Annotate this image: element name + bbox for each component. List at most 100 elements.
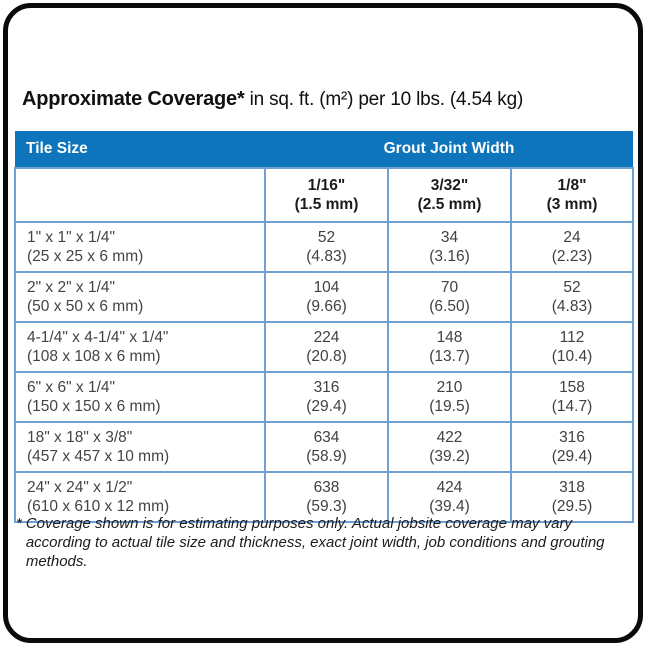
cell-coverage: 34 (3.16) — [387, 221, 512, 273]
page-title: Approximate Coverage* in sq. ft. (m²) pe… — [22, 88, 523, 111]
cell-coverage: 224 (20.8) — [264, 321, 389, 373]
cell-tile-size: 18" x 18" x 3/8" (457 x 457 x 10 mm) — [14, 421, 266, 473]
subheader-col-3-32: 3/32" (2.5 mm) — [387, 167, 512, 223]
subheader-col-1-8: 1/8" (3 mm) — [510, 167, 634, 223]
tile-size-imperial: 24" x 24" x 1/2" — [27, 479, 133, 496]
joint-width-metric: (3 mm) — [546, 196, 598, 213]
coverage-sqm: (4.83) — [306, 248, 347, 265]
tile-size-imperial: 2" x 2" x 1/4" — [27, 279, 116, 296]
coverage-sqm: (39.2) — [429, 448, 470, 465]
coverage-sqft: 638 — [313, 479, 340, 496]
joint-width-imperial: 3/32" — [430, 177, 469, 194]
cell-tile-size: 24" x 24" x 1/2" (610 x 610 x 12 mm) — [14, 471, 266, 523]
coverage-sqm: (59.3) — [306, 498, 347, 515]
subheader-col-1-16: 1/16" (1.5 mm) — [264, 167, 389, 223]
table-header-row: Tile Size Grout Joint Width — [15, 131, 633, 168]
coverage-sqft: 148 — [436, 329, 463, 346]
table-subheader-row: 1/16" (1.5 mm) 3/32" (2.5 mm) 1/8" (3 mm… — [14, 167, 634, 223]
coverage-sqft: 224 — [313, 329, 340, 346]
footnote-asterisk: * — [16, 515, 22, 532]
coverage-sqm: (29.4) — [306, 398, 347, 415]
coverage-sqft: 634 — [313, 429, 340, 446]
table-row: 18" x 18" x 3/8" (457 x 457 x 10 mm) 634… — [14, 421, 634, 473]
table-row: 1" x 1" x 1/4" (25 x 25 x 6 mm) 52 (4.83… — [14, 221, 634, 273]
coverage-sqm: (29.5) — [551, 498, 593, 515]
cell-coverage: 210 (19.5) — [387, 371, 512, 423]
coverage-sqft: 104 — [313, 279, 340, 296]
cell-coverage: 52 (4.83) — [264, 221, 389, 273]
footnote-text: Coverage shown is for estimating purpose… — [25, 515, 605, 570]
table-row: 2" x 2" x 1/4" (50 x 50 x 6 mm) 104 (9.6… — [14, 271, 634, 323]
coverage-sqm: (19.5) — [429, 398, 470, 415]
table-row: 24" x 24" x 1/2" (610 x 610 x 12 mm) 638… — [14, 471, 634, 523]
tile-size-imperial: 1" x 1" x 1/4" — [27, 229, 116, 246]
cell-coverage: 52 (4.83) — [510, 271, 634, 323]
cell-coverage: 148 (13.7) — [387, 321, 512, 373]
coverage-sqm: (10.4) — [551, 348, 593, 365]
coverage-sqm: (14.7) — [551, 398, 593, 415]
coverage-sqm: (6.50) — [429, 298, 470, 315]
tile-size-metric: (150 x 150 x 6 mm) — [27, 398, 161, 415]
coverage-sqm: (29.4) — [551, 448, 593, 465]
coverage-sqft: 422 — [436, 429, 463, 446]
cell-coverage: 316 (29.4) — [264, 371, 389, 423]
coverage-sqft: 34 — [440, 229, 459, 246]
cell-coverage: 24 (2.23) — [510, 221, 634, 273]
coverage-table: Tile Size Grout Joint Width 1/16" (1.5 m… — [14, 131, 634, 523]
joint-width-metric: (2.5 mm) — [417, 196, 482, 213]
coverage-sqm: (2.23) — [551, 248, 593, 265]
coverage-sqft: 316 — [559, 429, 585, 446]
cell-coverage: 638 (59.3) — [264, 471, 389, 523]
coverage-sqm: (39.4) — [429, 498, 470, 515]
coverage-sqft: 70 — [440, 279, 459, 296]
cell-coverage: 634 (58.9) — [264, 421, 389, 473]
cell-coverage: 318 (29.5) — [510, 471, 634, 523]
coverage-sqm: (20.8) — [306, 348, 347, 365]
joint-width-imperial: 1/8" — [557, 177, 587, 194]
cell-coverage: 422 (39.2) — [387, 421, 512, 473]
cell-coverage: 104 (9.66) — [264, 271, 389, 323]
coverage-sqm: (13.7) — [429, 348, 470, 365]
table-row: 6" x 6" x 1/4" (150 x 150 x 6 mm) 316 (2… — [14, 371, 634, 423]
coverage-sqft: 112 — [559, 329, 585, 346]
cell-tile-size: 2" x 2" x 1/4" (50 x 50 x 6 mm) — [14, 271, 266, 323]
coverage-sqft: 424 — [436, 479, 463, 496]
tile-size-imperial: 6" x 6" x 1/4" — [27, 379, 116, 396]
tile-size-metric: (25 x 25 x 6 mm) — [27, 248, 144, 265]
cell-tile-size: 1" x 1" x 1/4" (25 x 25 x 6 mm) — [14, 221, 266, 273]
coverage-sqft: 318 — [559, 479, 585, 496]
tile-size-imperial: 4-1/4" x 4-1/4" x 1/4" — [27, 329, 169, 346]
header-tile-size: Tile Size — [15, 131, 265, 168]
page-title-units: in sq. ft. (m²) per 10 lbs. (4.54 kg) — [244, 89, 524, 110]
coverage-sqft: 24 — [563, 229, 581, 246]
coverage-sqm: (9.66) — [306, 298, 347, 315]
subheader-empty-cell — [14, 167, 266, 223]
header-grout-joint-width: Grout Joint Width — [265, 131, 633, 168]
joint-width-metric: (1.5 mm) — [294, 196, 359, 213]
cell-tile-size: 6" x 6" x 1/4" (150 x 150 x 6 mm) — [14, 371, 266, 423]
tile-size-metric: (457 x 457 x 10 mm) — [27, 448, 170, 465]
coverage-sqft: 52 — [317, 229, 336, 246]
coverage-sqm: (3.16) — [429, 248, 470, 265]
coverage-sqft: 158 — [559, 379, 585, 396]
coverage-sqm: (4.83) — [551, 298, 593, 315]
cell-coverage: 424 (39.4) — [387, 471, 512, 523]
table-row: 4-1/4" x 4-1/4" x 1/4" (108 x 108 x 6 mm… — [14, 321, 634, 373]
cell-coverage: 158 (14.7) — [510, 371, 634, 423]
footnote: * Coverage shown is for estimating purpo… — [16, 514, 620, 571]
joint-width-imperial: 1/16" — [307, 177, 346, 194]
tile-size-metric: (50 x 50 x 6 mm) — [27, 298, 144, 315]
coverage-sqm: (58.9) — [306, 448, 347, 465]
tile-size-imperial: 18" x 18" x 3/8" — [27, 429, 133, 446]
tile-size-metric: (108 x 108 x 6 mm) — [27, 348, 161, 365]
cell-coverage: 112 (10.4) — [510, 321, 634, 373]
cell-coverage: 316 (29.4) — [510, 421, 634, 473]
page-title-emphasis: Approximate Coverage* — [22, 88, 245, 110]
coverage-sqft: 52 — [563, 279, 581, 296]
cell-coverage: 70 (6.50) — [387, 271, 512, 323]
cell-tile-size: 4-1/4" x 4-1/4" x 1/4" (108 x 108 x 6 mm… — [14, 321, 266, 373]
coverage-sqft: 316 — [313, 379, 340, 396]
coverage-sqft: 210 — [436, 379, 463, 396]
tile-size-metric: (610 x 610 x 12 mm) — [27, 498, 170, 515]
